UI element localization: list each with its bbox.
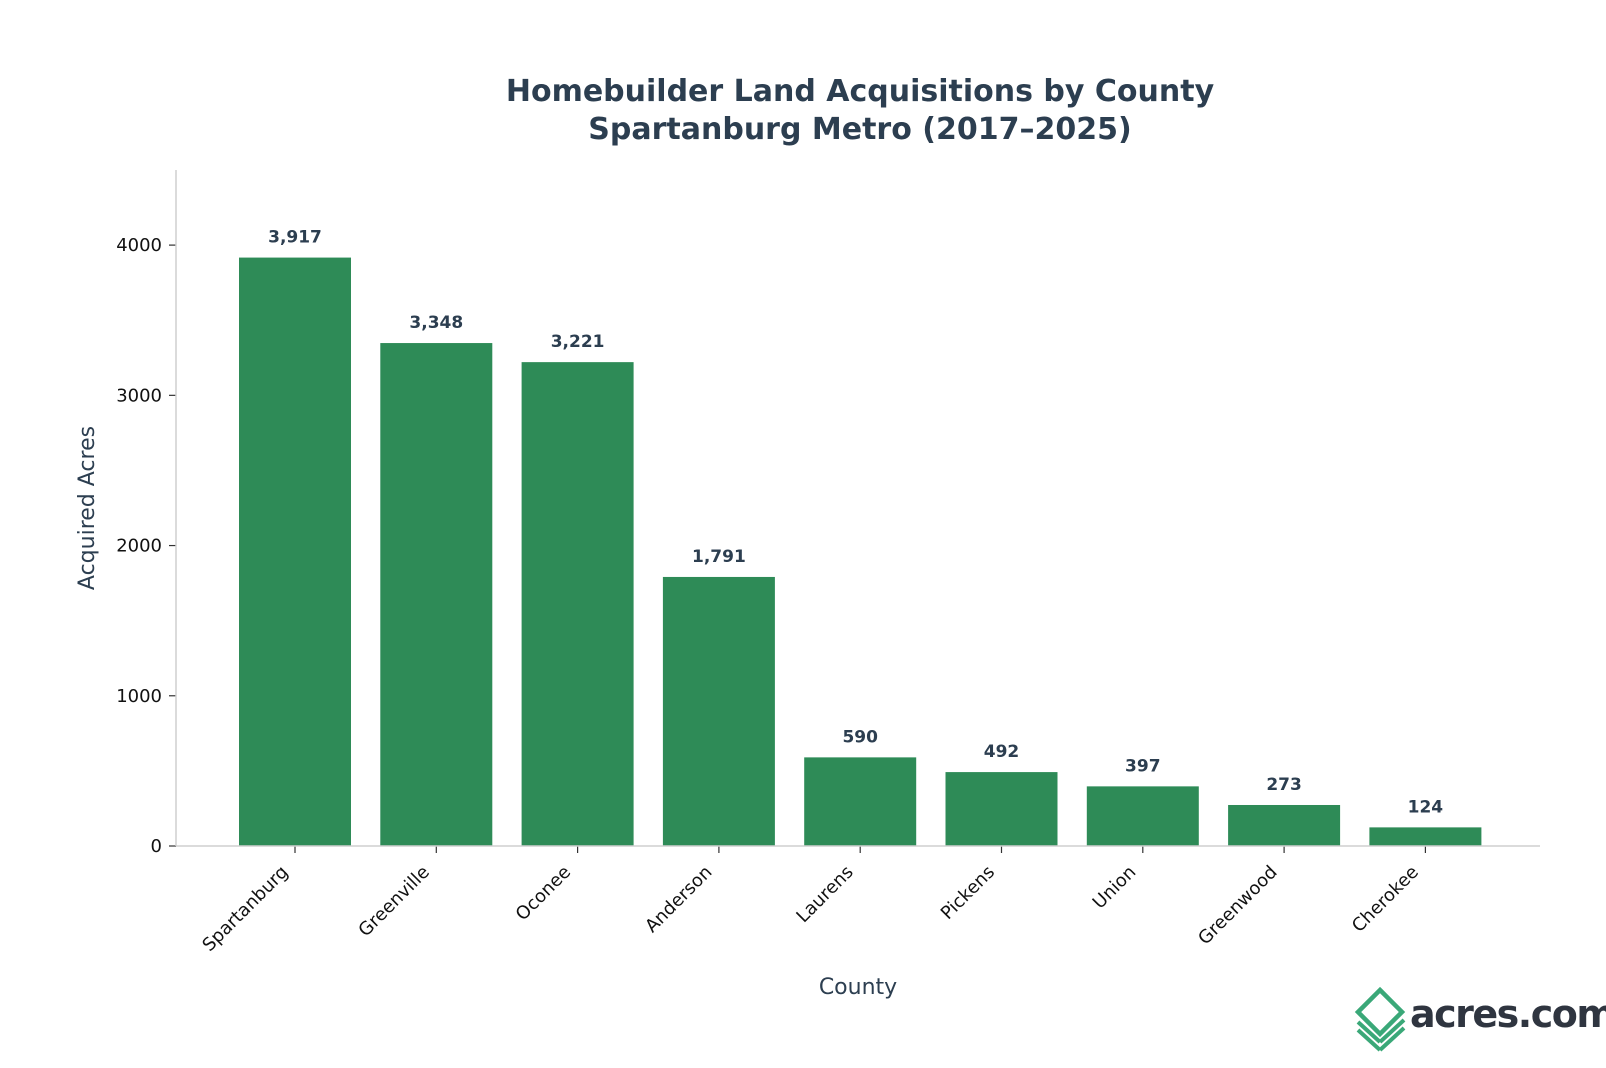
y-axis-ticks: 0 1000 2000 3000 4000 xyxy=(116,235,176,857)
bar xyxy=(662,576,775,846)
bar xyxy=(239,257,351,846)
bar xyxy=(945,772,1058,846)
y-tick-label: 1000 xyxy=(116,686,162,707)
bar xyxy=(804,757,917,846)
chart-title: Homebuilder Land Acquisitions by County … xyxy=(506,74,1215,147)
x-tick-label: Cherokee xyxy=(1348,862,1423,937)
bar-value-label: 397 xyxy=(1125,756,1161,776)
bar xyxy=(1086,786,1199,846)
bar-value-label: 273 xyxy=(1266,775,1302,795)
bar-value-label: 124 xyxy=(1408,797,1444,817)
x-tick-label: Spartanburg xyxy=(198,862,292,956)
bar-value-label: 590 xyxy=(842,727,878,747)
y-tick-label: 3000 xyxy=(116,385,162,406)
acres-logo-text: acres.com xyxy=(1410,992,1606,1036)
bar xyxy=(1228,804,1341,846)
x-tick-label: Greenville xyxy=(354,862,433,941)
bar-value-label: 1,791 xyxy=(692,547,746,567)
y-tick-label: 2000 xyxy=(116,536,162,557)
chart-title-line-2: Spartanburg Metro (2017–2025) xyxy=(588,112,1131,147)
y-tick-label: 4000 xyxy=(116,235,162,256)
x-tick-label: Laurens xyxy=(792,862,857,927)
y-tick-label: 0 xyxy=(151,836,162,857)
bar xyxy=(521,362,634,846)
acres-logo-mark-icon xyxy=(1354,986,1406,1052)
chart-title-line-1: Homebuilder Land Acquisitions by County xyxy=(506,74,1215,109)
bar-value-label: 3,221 xyxy=(551,332,605,352)
x-tick-label: Union xyxy=(1089,862,1141,914)
bar-value-label: 492 xyxy=(984,742,1020,762)
acres-logo: acres.com xyxy=(1354,986,1606,1052)
y-axis-label: Acquired Acres xyxy=(75,426,100,590)
x-axis-ticks: Spartanburg Greenville Oconee Anderson Laure… xyxy=(198,846,1427,956)
x-tick-label: Greenwood xyxy=(1194,862,1281,949)
bars xyxy=(239,257,1482,846)
x-axis-label: County xyxy=(819,975,897,1000)
bar-value-label: 3,348 xyxy=(409,313,463,333)
x-tick-label: Pickens xyxy=(937,862,999,924)
bar-value-label: 3,917 xyxy=(268,228,322,248)
bar xyxy=(1369,827,1482,846)
data-labels: 3,917 3,348 3,221 1,791 590 492 397 273 124 xyxy=(268,228,1443,818)
bar xyxy=(380,343,493,846)
x-tick-label: Oconee xyxy=(512,862,575,925)
x-tick-label: Anderson xyxy=(641,862,716,937)
